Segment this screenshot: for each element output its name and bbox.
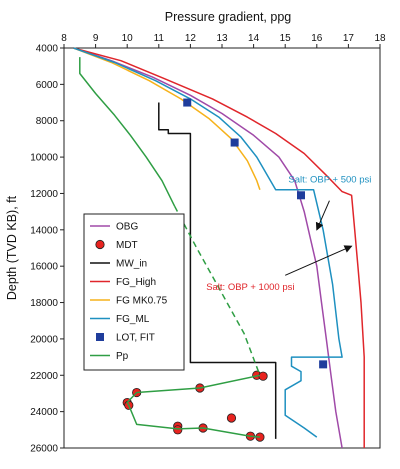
x-tick-label: 17 [343,33,355,44]
lot-fit-point [183,98,192,107]
annotation-label: Salt: OBP + 500 psi [288,175,371,186]
annotation-label: Salt: OBP + 1000 psi [206,282,294,293]
legend-swatch-square [96,333,104,341]
y-tick-label: 24000 [30,407,58,418]
x-tick-label: 10 [122,33,134,44]
y-tick-label: 10000 [30,153,58,164]
legend-label: LOT, FIT [116,333,155,344]
axis-ticks: 8 9 10 11 12 13 14 15 16 17 18 4000 6000 8000 10000 120… [30,33,386,455]
legend-label: FG MK0.75 [116,296,168,307]
x-tick-label: 8 [61,33,67,44]
mdt-point [226,413,237,423]
x-axis-title: Pressure gradient, ppg [165,10,292,24]
x-tick-label: 14 [248,33,260,44]
series-line-pp [173,205,261,376]
legend-label: OBG [116,222,138,233]
legend-box [83,213,185,371]
legend-swatch-circle [95,239,105,250]
series-line-pp [126,374,261,438]
x-tick-label: 13 [216,33,228,44]
y-tick-label: 4000 [36,44,59,55]
legend-label: FG_High [116,277,156,288]
y-tick-label: 16000 [30,262,58,273]
y-tick-label: 18000 [30,298,58,309]
annotation-arrow [284,245,353,276]
legend-label: Pp [116,351,129,362]
x-tick-label: 15 [280,33,292,44]
series-line-mw-in [158,102,277,439]
series-line-pp [79,57,176,207]
y-tick-label: 20000 [30,334,58,345]
y-tick-label: 6000 [36,80,59,91]
y-tick-label: 26000 [30,444,58,455]
y-axis-title: Depth (TVD KB), ft [5,195,19,300]
x-tick-label: 18 [374,33,386,44]
annotation-layer: Salt: OBP + 500 psi Salt: OBP + 1000 psi [206,175,371,293]
lot-fit-point [319,360,328,369]
lot-fit-point [297,191,305,200]
x-tick-label: 16 [311,33,323,44]
y-tick-label: 12000 [30,189,58,200]
x-tick-label: 12 [185,33,197,44]
legend-label: MW_in [116,259,147,270]
legend: OBG MDT MW_in FG_High FG MK0.75 FG_ML LOT, FIT… [83,213,185,371]
series-line-fg-high [73,47,365,448]
x-tick-label: 9 [93,33,99,44]
y-tick-label: 14000 [30,225,58,236]
y-tick-label: 22000 [30,371,58,382]
x-tick-label: 11 [154,33,165,44]
series-line-fg-mk0-75 [73,47,261,191]
y-tick-label: 8000 [36,116,59,127]
legend-label: FG_ML [116,314,150,325]
legend-label: MDT [116,240,138,251]
annotation-arrow [315,200,330,231]
mdt-point [173,425,183,435]
lot-fit-point [230,138,239,147]
mdt-point [258,371,268,381]
